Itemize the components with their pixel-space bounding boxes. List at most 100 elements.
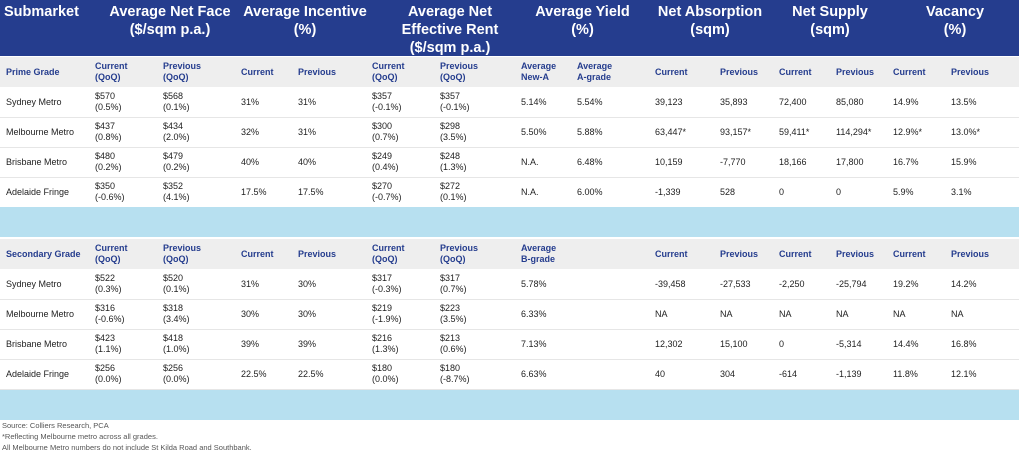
table-cell: 14.2% xyxy=(951,279,977,289)
table-cell: 12,302 xyxy=(655,339,683,349)
header-submarket: Submarket xyxy=(4,4,79,20)
table-cell: $434 (2.0%) xyxy=(163,121,190,142)
table-row: Brisbane Metro $423 (1.1%) $418 (1.0%) 39% 39%… xyxy=(0,329,1019,360)
table-cell: 17.5% xyxy=(298,187,324,197)
table-cell: $570 (0.5%) xyxy=(95,91,122,112)
header-yield: Average Yield (%) xyxy=(535,4,630,38)
table-cell: 114,294* xyxy=(836,127,872,137)
table-cell: 22.5% xyxy=(241,369,267,379)
table-cell: $357 (-0.1%) xyxy=(440,91,470,112)
table-cell: -2,250 xyxy=(779,279,805,289)
table-cell: $180 (0.0%) xyxy=(372,363,399,384)
table-cell: 72,400 xyxy=(779,97,807,107)
column-subheader: Average B-grade xyxy=(521,243,557,264)
table-cell: $522 (0.3%) xyxy=(95,273,122,294)
table-cell: -1,139 xyxy=(836,369,862,379)
header-incentive: Average Incentive (%) xyxy=(243,4,367,38)
table-cell: $300 (0.7%) xyxy=(372,121,399,142)
table-cell: 5.9% xyxy=(893,187,914,197)
submarket-name: Adelaide Fringe xyxy=(6,187,70,197)
table-cell: 93,157* xyxy=(720,127,752,137)
table-cell: NA xyxy=(893,309,906,319)
table-cell: 13.5% xyxy=(951,97,977,107)
header-net-face: Average Net Face ($/sqm p.a.) xyxy=(109,4,231,38)
table-cell: 31% xyxy=(298,97,317,107)
column-subheader: Previous xyxy=(720,249,759,259)
table-cell: $423 (1.1%) xyxy=(95,333,122,354)
table-cell: 31% xyxy=(241,279,260,289)
table-row: Brisbane Metro $480 (0.2%) $479 (0.2%) 40% 40%… xyxy=(0,147,1019,178)
column-subheader: Current (QoQ) xyxy=(372,61,405,82)
column-subheader: Current xyxy=(655,67,688,77)
column-subheader: Current xyxy=(893,249,926,259)
column-subheader: Previous xyxy=(951,67,990,77)
table-cell: 6.00% xyxy=(577,187,603,197)
table-cell: 304 xyxy=(720,369,736,379)
submarket-name: Sydney Metro xyxy=(6,279,62,289)
table-cell: N.A. xyxy=(521,187,539,197)
table-cell: $272 (0.1%) xyxy=(440,181,467,202)
table-cell: NA xyxy=(655,309,668,319)
table-cell: -7,770 xyxy=(720,157,746,167)
table-cell: 85,080 xyxy=(836,97,864,107)
table-cell: 18,166 xyxy=(779,157,807,167)
table-cell: 16.7% xyxy=(893,157,919,167)
column-subheader: Previous (QoQ) xyxy=(163,61,202,82)
table-cell: NA xyxy=(720,309,733,319)
table-cell: 40 xyxy=(655,369,666,379)
table-cell: $317 (-0.3%) xyxy=(372,273,402,294)
table-cell: 6.48% xyxy=(577,157,603,167)
section-subheader: Secondary Grade Current (QoQ) Previous (QoQ)… xyxy=(0,238,1019,269)
table-cell: 30% xyxy=(298,309,317,319)
table-row: Melbourne Metro $437 (0.8%) $434 (2.0%) 32% 31… xyxy=(0,117,1019,148)
column-subheader: Current xyxy=(893,67,926,77)
table-cell: $316 (-0.6%) xyxy=(95,303,125,324)
column-subheader: Previous xyxy=(298,249,337,259)
table-cell: 7.13% xyxy=(521,339,547,349)
table-cell: 39% xyxy=(241,339,260,349)
submarket-name: Sydney Metro xyxy=(6,97,62,107)
section-label: Secondary Grade xyxy=(6,249,81,259)
section-separator-band xyxy=(0,390,1019,420)
column-subheader: Previous (QoQ) xyxy=(163,243,202,264)
table-cell: 15,100 xyxy=(720,339,748,349)
column-subheader: Current xyxy=(241,249,274,259)
table-cell: 17.5% xyxy=(241,187,267,197)
table-cell: $418 (1.0%) xyxy=(163,333,190,354)
table-cell: -27,533 xyxy=(720,279,751,289)
table-cell: 14.4% xyxy=(893,339,919,349)
section-subheader: Prime Grade Current (QoQ) Previous (QoQ) Curr… xyxy=(0,56,1019,87)
table-cell: 22.5% xyxy=(298,369,324,379)
table-cell: 14.9% xyxy=(893,97,919,107)
submarket-name: Melbourne Metro xyxy=(6,127,75,137)
section-label: Prime Grade xyxy=(6,67,60,77)
column-subheader: Current xyxy=(779,249,812,259)
table-cell: 5.54% xyxy=(577,97,603,107)
column-subheader: Current (QoQ) xyxy=(95,243,128,264)
table-cell: $256 (0.0%) xyxy=(163,363,190,384)
table-cell: N.A. xyxy=(521,157,539,167)
table-cell: $350 (-0.6%) xyxy=(95,181,125,202)
table-cell: $568 (0.1%) xyxy=(163,91,190,112)
column-subheader: Current (QoQ) xyxy=(372,243,405,264)
table-cell: -614 xyxy=(779,369,798,379)
table-cell: 59,411* xyxy=(779,127,810,137)
column-subheader: Previous (QoQ) xyxy=(440,61,479,82)
table-cell: 528 xyxy=(720,187,736,197)
table-row: Melbourne Metro $316 (-0.6%) $318 (3.4%) 30% 3… xyxy=(0,299,1019,330)
table-cell: $357 (-0.1%) xyxy=(372,91,402,112)
table-cell: 6.33% xyxy=(521,309,547,319)
column-subheader: Previous xyxy=(836,249,875,259)
column-subheader: Previous xyxy=(836,67,875,77)
table-row: Sydney Metro $570 (0.5%) $568 (0.1%) 31% 31% $3… xyxy=(0,87,1019,118)
header-effective-rent: Average Net Effective Rent ($/sqm p.a.) xyxy=(401,4,499,56)
table-cell: 12.9%* xyxy=(893,127,923,137)
column-subheader: Previous xyxy=(720,67,759,77)
table-row: Adelaide Fringe $256 (0.0%) $256 (0.0%) 22.5%… xyxy=(0,359,1019,390)
table-cell: 5.78% xyxy=(521,279,547,289)
table-cell: $180 (-8.7%) xyxy=(440,363,470,384)
table-cell: $216 (1.3%) xyxy=(372,333,399,354)
table-cell: 5.14% xyxy=(521,97,547,107)
table-cell: 6.63% xyxy=(521,369,547,379)
submarket-name: Melbourne Metro xyxy=(6,309,75,319)
